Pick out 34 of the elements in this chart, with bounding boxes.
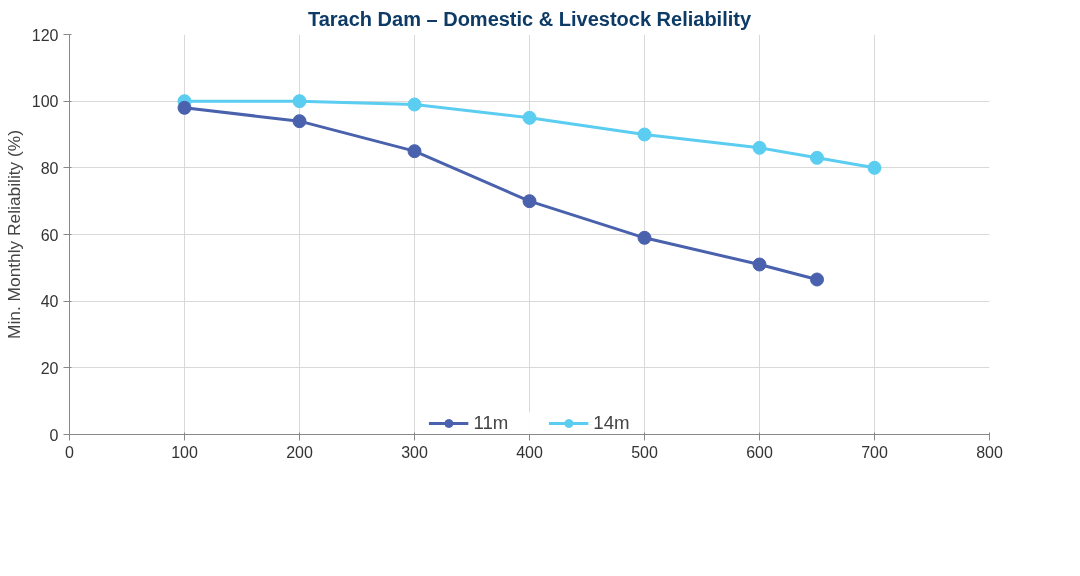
point (637, 127, 652, 142)
y-tick-label: 120 (31, 26, 59, 44)
x-tick-label: 600 (746, 443, 773, 461)
point (752, 257, 767, 272)
point (810, 272, 824, 287)
point (522, 194, 537, 209)
legend-label: 14m (593, 412, 630, 434)
point (407, 144, 422, 159)
point (407, 97, 422, 112)
y-tick-label: 20 (40, 359, 59, 377)
y-tick-label: 60 (40, 226, 59, 244)
y-tick-label: 40 (40, 293, 59, 311)
point (292, 94, 307, 109)
x-tick-label: 700 (861, 443, 888, 461)
x-tick-label: 200 (286, 443, 313, 461)
x-tick-label: 500 (631, 443, 658, 461)
point (522, 110, 537, 125)
point (637, 230, 652, 245)
y-tick-label: 100 (31, 93, 59, 111)
x-tick-label: 300 (401, 443, 428, 461)
x-tick-label: 400 (516, 443, 543, 461)
x-tick-label: 100 (171, 443, 198, 461)
y-tick-label: 0 (49, 426, 59, 444)
chart-title: Tarach Dam – Domestic & Livestock Reliability (307, 7, 752, 30)
legend-label: 11m (473, 412, 509, 434)
point (292, 114, 307, 129)
y-axis-title: Min. Monthly Reliability (%) (3, 130, 24, 339)
point (810, 150, 824, 165)
point (752, 140, 767, 155)
x-tick-label: 800 (976, 443, 1003, 461)
y-tick-label: 80 (40, 159, 59, 177)
point (177, 100, 192, 115)
x-tick-label: 0 (65, 443, 75, 461)
point (867, 160, 882, 175)
